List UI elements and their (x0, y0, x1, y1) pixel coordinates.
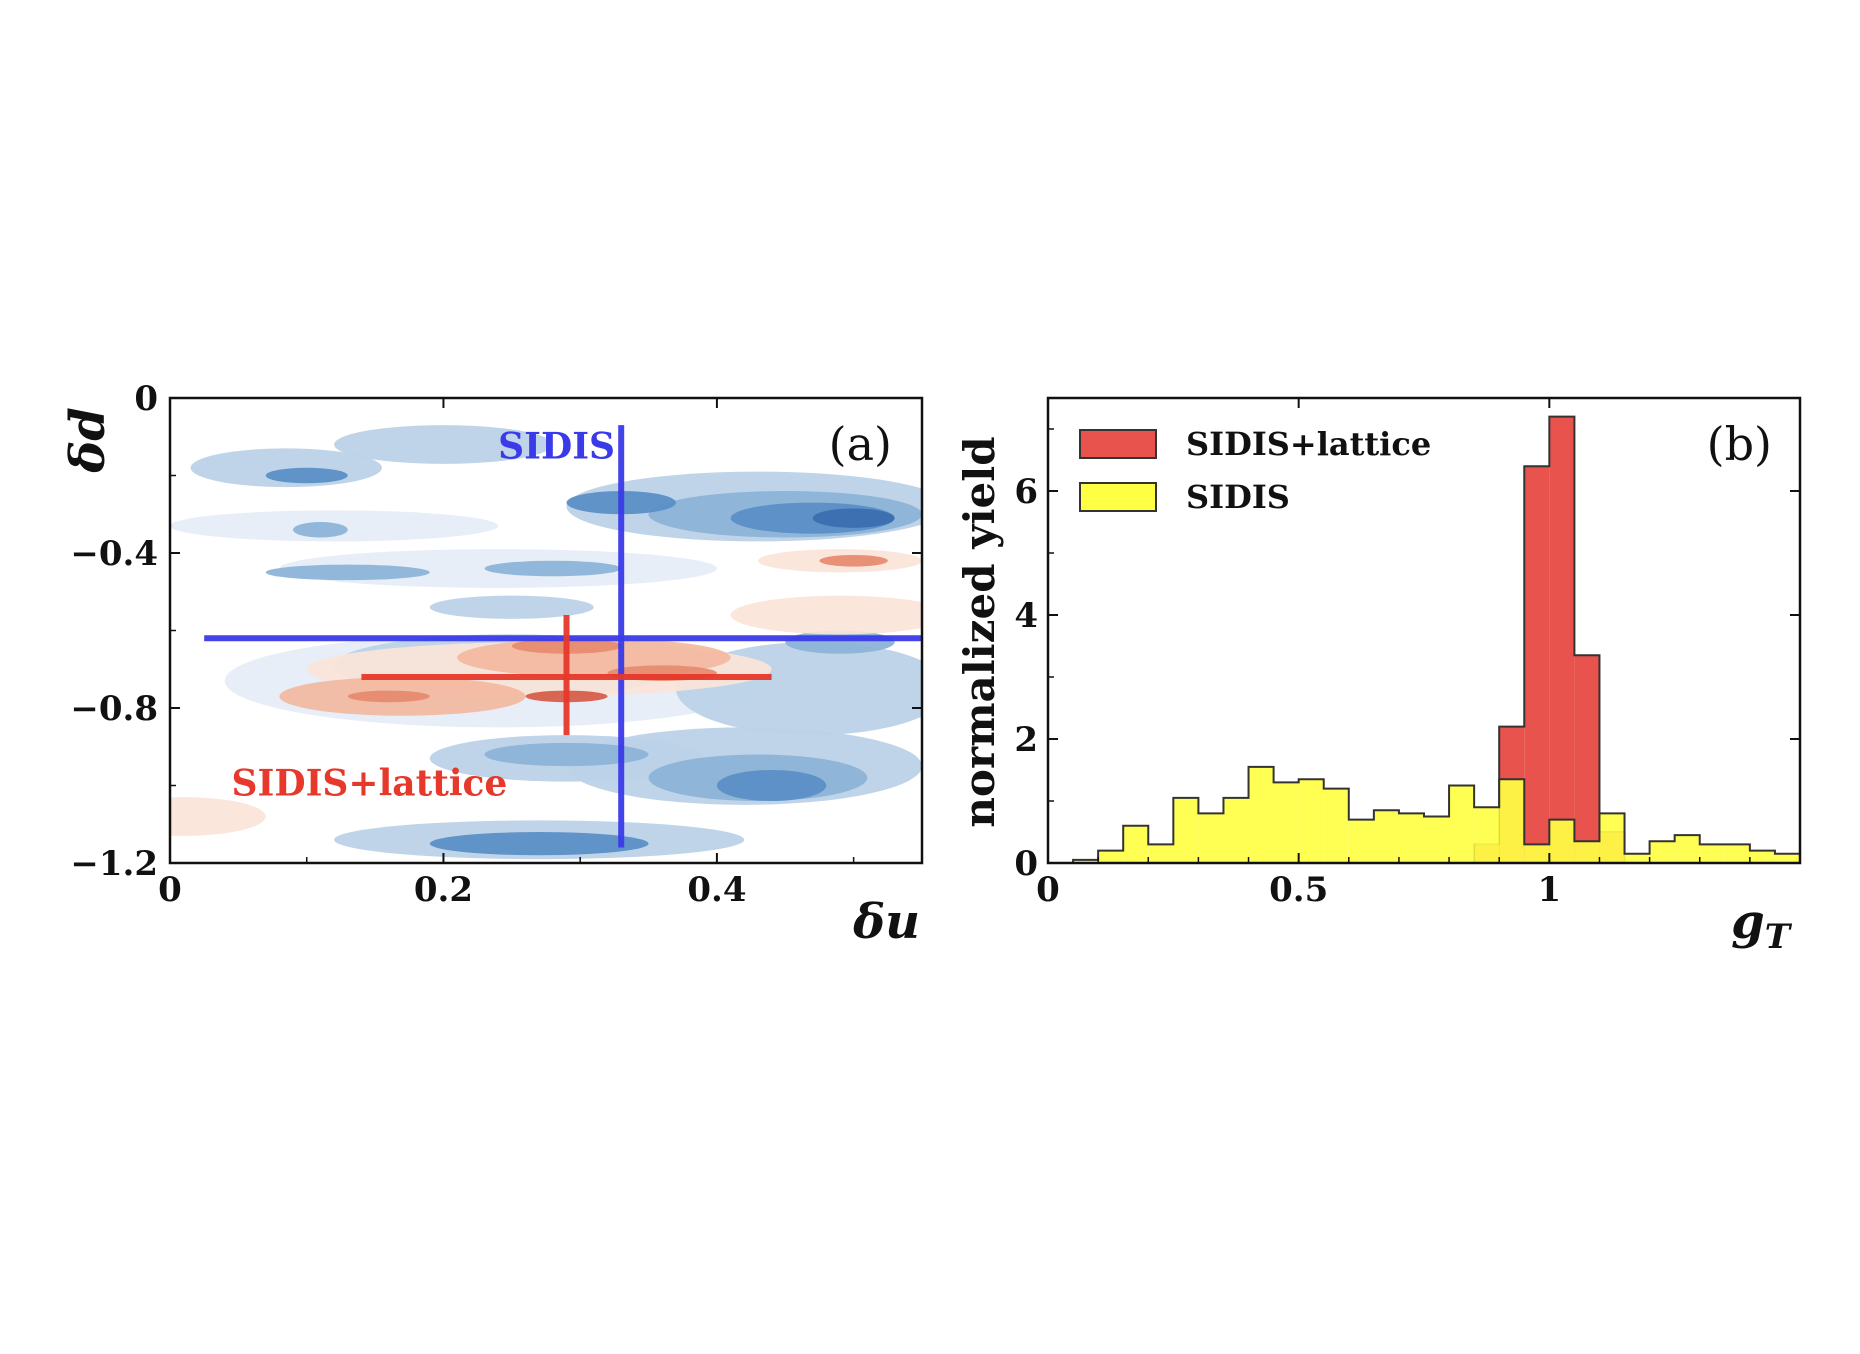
sidis-bar (1073, 859, 1099, 863)
sidis-contour-region (429, 832, 649, 856)
sidis-bar (1398, 813, 1424, 863)
plot-frame-b (1046, 396, 1802, 865)
sidis-lattice-contour-region (170, 797, 266, 836)
sidis-lattice-bar (1549, 416, 1575, 863)
x-tick-label: 0 (158, 870, 182, 910)
sidis-contour-region (484, 560, 622, 577)
y-tick-label: 2 (1014, 720, 1038, 760)
sidis-bar (1148, 844, 1174, 863)
y-tick-label: −0.4 (70, 534, 158, 574)
histogram-bars (1048, 415, 1800, 863)
x-tick-label: 1 (1537, 870, 1561, 910)
sidis-bar (1223, 797, 1249, 863)
sidis-bar (1123, 825, 1149, 863)
sidis-lattice-contour-layer (170, 549, 922, 836)
y-axis-label-a: δd (60, 407, 116, 474)
sidis-bar (1348, 819, 1374, 863)
histogram-panel-b: 0 0.5 1 0 2 4 6 (b) gT normalized yield SIDIS+… (955, 396, 1802, 957)
sidis-bar (1298, 779, 1324, 863)
sidis-legend-swatch (1079, 482, 1157, 512)
sidis-bar (1624, 853, 1650, 863)
sidis-contour-region (484, 742, 649, 767)
sidis-bar (1373, 810, 1399, 863)
y-tick-label: 6 (1014, 472, 1038, 512)
panel-label-b: (b) (1707, 417, 1772, 471)
sidis-contour-region (334, 425, 553, 464)
y-tick-label: −0.8 (70, 689, 158, 729)
x-tick-label: 0 (1036, 870, 1060, 910)
sidis-contour-region (293, 522, 348, 538)
sidis-bar (1649, 841, 1675, 863)
sidis-lattice-bar (1574, 655, 1600, 863)
ticks-a: 0 0.2 0.4 0 −0.4 −0.8 −1.2 (70, 379, 922, 910)
sidis-bar (1449, 785, 1475, 863)
x-axis-label-subscript: T (1765, 917, 1793, 957)
panel-label-a: (a) (829, 417, 892, 471)
sidis-lattice-contour-region (819, 554, 888, 567)
sidis-bar (1524, 844, 1550, 863)
sidis-contour-region (265, 564, 430, 581)
sidis-lattice-legend-swatch (1079, 429, 1157, 459)
sidis-bar (1474, 807, 1500, 863)
sidis-bar (1574, 841, 1600, 863)
sidis-bar (1098, 850, 1124, 863)
sidis-bar (1699, 844, 1725, 863)
y-tick-label: −1.2 (70, 844, 158, 884)
x-tick-label: 0.5 (1269, 870, 1328, 910)
sidis-contour-region (716, 770, 827, 801)
sidis-annotation: SIDIS (498, 426, 615, 468)
contour-panel-a: 0 0.2 0.40−0.4−0.8−1.2 (a) δu δd SIDISSIDI… (60, 379, 924, 950)
sidis-bar (1198, 813, 1224, 863)
y-tick-label: 4 (1014, 596, 1038, 636)
x-axis-label-b: gT (1731, 894, 1793, 957)
sidis-contour-region (812, 508, 895, 528)
x-tick-label: 0.2 (414, 870, 473, 910)
y-tick-label: 0 (134, 379, 158, 419)
sidis-lattice-legend-label: SIDIS+lattice (1186, 425, 1431, 463)
sidis-bar (1173, 797, 1199, 863)
legend-b: SIDIS+lattice SIDIS (1079, 425, 1431, 516)
x-tick-label: 0.4 (687, 870, 746, 910)
estimate-crosshairs (204, 425, 922, 848)
sidis-bar (1273, 782, 1299, 863)
sidis-contour-region (429, 595, 594, 619)
sidis-bar (1424, 816, 1450, 863)
sidis-lattice-bar (1524, 466, 1550, 863)
sidis-legend-label: SIDIS (1186, 478, 1290, 516)
y-axis-label-b: normalized yield (955, 436, 1004, 827)
sidis-bar (1248, 766, 1274, 863)
sidis-bar (1549, 819, 1575, 863)
sidis-outline (1048, 765, 1800, 863)
y-tick-label: 0 (1014, 844, 1038, 884)
sidis-bar (1674, 835, 1700, 863)
sidis-bar (1323, 788, 1349, 863)
sidis-contour-region (265, 467, 348, 484)
sidis-bar (1749, 850, 1775, 863)
sidis-bar (1724, 844, 1750, 863)
sidis-bar (1499, 779, 1525, 863)
sidis-bar (1774, 853, 1800, 863)
x-axis-label-a: δu (852, 894, 920, 950)
sidis-bar (1599, 813, 1625, 863)
annotations-a: SIDIS SIDIS+lattice (232, 426, 616, 805)
sidis-lattice-annotation: SIDIS+lattice (232, 763, 508, 805)
ticks-b: 0 0.5 1 0 2 4 6 (1014, 398, 1800, 910)
sidis-lattice-contour-region (347, 690, 430, 703)
sidis-lattice-contour-region (730, 595, 922, 635)
